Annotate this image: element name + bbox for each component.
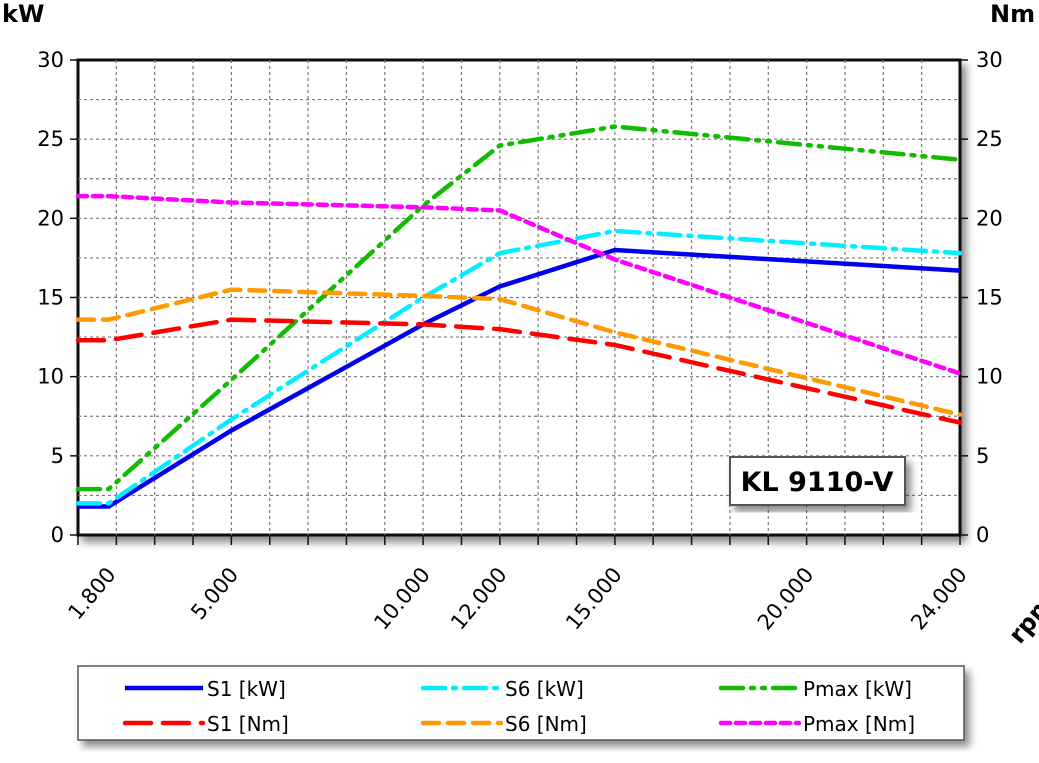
y-tick-label-left: 20	[37, 206, 64, 230]
y-axis-label-left: kW	[2, 0, 44, 28]
legend	[77, 665, 965, 741]
x-axis-label: rpm	[1003, 589, 1039, 648]
y-tick-label-right: 10	[976, 365, 1003, 389]
model-badge: KL 9110-V	[729, 456, 906, 506]
series-line-s6-nm	[75, 287, 963, 417]
legend-label: S6 [kW]	[505, 677, 584, 701]
y-tick-label-left: 30	[37, 48, 64, 72]
x-tick-label: 20.000	[753, 563, 819, 635]
model-badge-text: KL 9110-V	[741, 467, 894, 498]
y-tick-label-right: 0	[976, 523, 989, 547]
y-tick-label-left: 15	[37, 286, 64, 310]
y-tick-label-left: 10	[37, 365, 64, 389]
y-axis-label-right: Nm	[990, 0, 1035, 28]
series-line-pmax-kw	[75, 124, 963, 492]
y-tick-label-left: 5	[51, 444, 64, 468]
series-line-s1-nm	[75, 317, 963, 425]
x-tick-label: 15.000	[561, 563, 627, 635]
x-tick-label: 1.800	[63, 563, 120, 624]
y-tick-label-right: 30	[976, 48, 1003, 72]
y-tick-label-right: 25	[976, 127, 1003, 151]
legend-label: S1 [kW]	[207, 677, 286, 701]
y-tick-label-left: 0	[51, 523, 64, 547]
legend-label: Pmax [Nm]	[803, 712, 915, 736]
y-tick-label-right: 20	[976, 206, 1003, 230]
x-tick-label: 10.000	[369, 563, 435, 635]
legend-label: S6 [Nm]	[505, 712, 587, 736]
series-line-pmax-nm	[75, 193, 963, 376]
y-tick-label-right: 5	[976, 444, 989, 468]
x-tick-label: 5.000	[186, 563, 243, 624]
x-tick-label: 12.000	[446, 563, 512, 635]
series-line-s6-kw	[75, 228, 963, 506]
y-tick-label-right: 15	[976, 286, 1003, 310]
axis-ticks	[70, 59, 968, 545]
y-tick-label-left: 25	[37, 127, 64, 151]
legend-label: S1 [Nm]	[207, 712, 289, 736]
legend-label: Pmax [kW]	[803, 677, 912, 701]
x-tick-label: 24.000	[906, 563, 972, 635]
series-lines	[75, 124, 963, 509]
